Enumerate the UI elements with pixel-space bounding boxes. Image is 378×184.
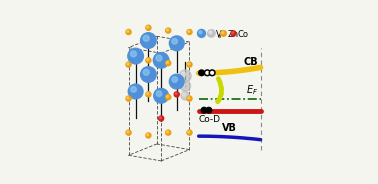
Circle shape	[169, 36, 184, 51]
Circle shape	[127, 131, 129, 133]
Circle shape	[146, 58, 151, 63]
Circle shape	[146, 25, 151, 30]
Text: V: V	[216, 30, 222, 39]
Circle shape	[222, 31, 224, 34]
Text: O: O	[206, 30, 213, 39]
Circle shape	[143, 69, 149, 75]
Circle shape	[231, 31, 236, 36]
Circle shape	[183, 93, 186, 96]
Circle shape	[130, 51, 136, 57]
Text: VB: VB	[222, 123, 237, 133]
Circle shape	[167, 95, 169, 97]
Circle shape	[131, 87, 136, 92]
FancyArrowPatch shape	[218, 79, 222, 101]
Text: Zn: Zn	[228, 30, 239, 39]
Circle shape	[188, 30, 190, 32]
Text: Co-D: Co-D	[199, 115, 221, 124]
Circle shape	[160, 117, 161, 119]
Circle shape	[126, 130, 131, 135]
Circle shape	[126, 96, 131, 101]
Circle shape	[141, 33, 156, 48]
Circle shape	[204, 70, 210, 76]
Text: Co: Co	[237, 30, 248, 39]
Circle shape	[188, 131, 190, 133]
Circle shape	[154, 88, 169, 103]
Circle shape	[209, 31, 212, 34]
Circle shape	[166, 130, 171, 135]
Circle shape	[147, 59, 149, 61]
Circle shape	[172, 38, 177, 44]
Circle shape	[156, 55, 162, 61]
Circle shape	[181, 72, 186, 77]
Circle shape	[187, 29, 192, 35]
Circle shape	[198, 29, 206, 37]
Circle shape	[172, 77, 177, 82]
Circle shape	[126, 62, 131, 67]
Circle shape	[221, 31, 226, 36]
Circle shape	[127, 97, 129, 99]
Circle shape	[147, 93, 149, 95]
Circle shape	[199, 31, 202, 34]
Circle shape	[180, 80, 191, 91]
Circle shape	[156, 91, 162, 96]
Circle shape	[175, 93, 177, 95]
Circle shape	[153, 53, 169, 68]
Circle shape	[209, 70, 215, 76]
Text: $\mathit{E}_\mathit{F}$: $\mathit{E}_\mathit{F}$	[246, 83, 258, 97]
Circle shape	[232, 32, 234, 34]
Circle shape	[167, 61, 169, 63]
Circle shape	[199, 70, 204, 76]
Circle shape	[179, 70, 191, 82]
Circle shape	[147, 134, 149, 136]
Circle shape	[187, 130, 192, 135]
Circle shape	[127, 30, 129, 32]
Circle shape	[188, 97, 190, 99]
Circle shape	[167, 131, 169, 133]
Text: CB: CB	[243, 57, 258, 67]
Circle shape	[128, 84, 143, 99]
Circle shape	[146, 92, 151, 97]
Circle shape	[146, 133, 151, 138]
Circle shape	[147, 26, 149, 28]
Circle shape	[128, 48, 143, 64]
Circle shape	[208, 30, 215, 37]
Circle shape	[167, 29, 169, 31]
Circle shape	[166, 28, 171, 33]
Circle shape	[206, 107, 212, 113]
Circle shape	[126, 29, 131, 35]
Circle shape	[188, 63, 190, 65]
Circle shape	[174, 92, 179, 97]
Circle shape	[201, 107, 207, 113]
Circle shape	[187, 96, 192, 101]
Circle shape	[169, 74, 184, 89]
Circle shape	[182, 82, 186, 86]
Circle shape	[187, 62, 192, 67]
Circle shape	[159, 116, 164, 121]
Circle shape	[181, 91, 189, 100]
Circle shape	[127, 63, 129, 65]
Circle shape	[143, 35, 149, 41]
Circle shape	[141, 67, 156, 82]
Text: o: o	[218, 34, 221, 39]
Circle shape	[166, 61, 171, 66]
Circle shape	[166, 95, 171, 100]
